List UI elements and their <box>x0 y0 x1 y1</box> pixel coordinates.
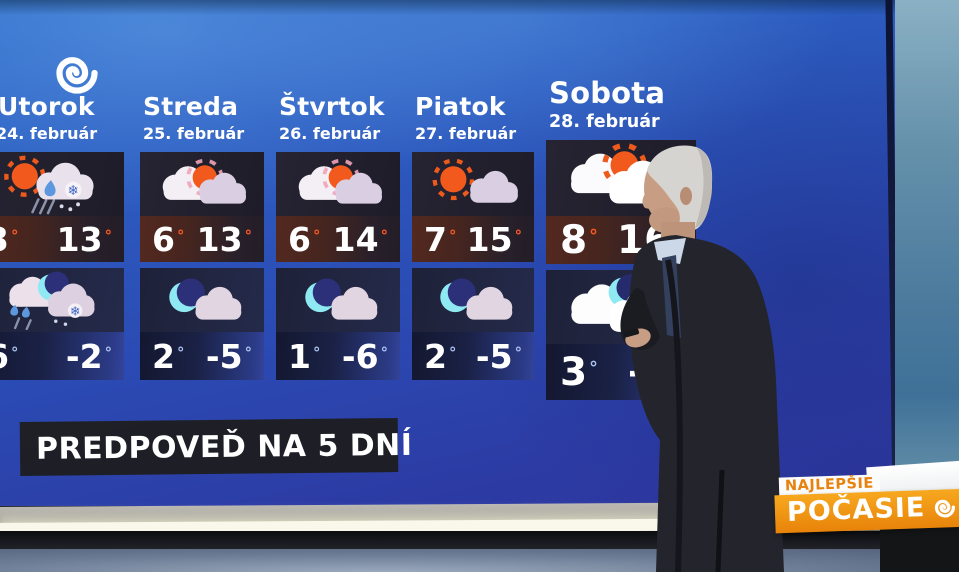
night-temperatures: 2 ° -5 ° <box>140 332 264 380</box>
forecast-column-utorok: Utorok 24. február <box>0 0 124 506</box>
day-temperatures: 3° 13° <box>0 216 124 262</box>
day-temp-high: 13 <box>196 219 243 259</box>
day-date: 25. február <box>143 124 245 143</box>
svg-text:❄: ❄ <box>68 183 79 199</box>
weather-presenter <box>620 145 784 572</box>
day-temperatures: 6 ° 13 ° <box>140 216 264 262</box>
floor-shadow <box>0 531 959 551</box>
moon-cloud-icon <box>412 268 534 332</box>
day-date: 26. február <box>279 124 381 143</box>
night-temp-evening: 6 <box>0 337 9 376</box>
day-temp-low: 6 <box>152 219 175 259</box>
day-name: Piatok <box>415 92 506 121</box>
day-temp-low: 8 <box>560 217 588 263</box>
studio-side-wall <box>895 0 959 506</box>
day-temp-low: 3 <box>0 220 9 259</box>
svg-text:❄: ❄ <box>70 303 81 318</box>
night-temp-evening: 3 <box>560 349 588 395</box>
logo-line2: POČASIE <box>786 492 926 528</box>
day-name: Sobota <box>549 76 666 110</box>
night-temp-evening: 2 <box>152 336 175 376</box>
night-temp-low: -2 <box>65 336 103 376</box>
night-temperatures: 1 ° -6 ° <box>276 332 400 380</box>
night-temp-evening: 1 <box>288 336 311 376</box>
moon-cloud-rain-snow-icon: ❄ <box>0 268 124 332</box>
studio-floor <box>0 549 959 572</box>
moon-cloud-icon <box>140 268 264 332</box>
forecast-column-stvrtok: Štvrtok 26. február 6 ° 14 ° <box>276 0 400 506</box>
logo-pocasie: POČASIE <box>774 488 959 534</box>
forecast-column-piatok: Piatok 27. február 7 ° 15 ° <box>412 0 534 506</box>
night-temperatures: 2 ° -5 ° <box>412 332 534 380</box>
night-temp-low: -5 <box>475 336 513 376</box>
sun-behind-clouds-icon <box>276 152 400 216</box>
day-temp-high: 14 <box>332 219 379 259</box>
sun-cloud-icon <box>412 152 534 216</box>
banner-text: PREDPOVEĎ NA 5 DNÍ <box>35 427 413 467</box>
night-temperatures: 6° -2° <box>0 332 124 380</box>
night-temp-evening: 2 <box>424 336 447 376</box>
spiral-icon <box>935 499 956 517</box>
day-name: Štvrtok <box>279 92 385 121</box>
day-temperatures: 6 ° 14 ° <box>276 216 400 262</box>
day-temp-low: 6 <box>288 219 311 259</box>
day-temp-high: 15 <box>466 219 513 259</box>
day-temp-high: 13 <box>56 219 103 259</box>
day-temp-low: 7 <box>424 219 447 259</box>
day-name: Utorok <box>0 92 95 121</box>
sun-behind-clouds-icon <box>140 152 264 216</box>
forecast-column-streda: Streda 25. február 6 ° 13 ° <box>140 0 264 506</box>
night-temp-low: -6 <box>341 336 379 376</box>
sun-cloud-rain-snow-icon: ❄ <box>0 152 124 216</box>
night-temp-low: -5 <box>205 336 243 376</box>
spiral-icon <box>56 57 98 94</box>
moon-cloud-icon <box>276 268 400 332</box>
day-temperatures: 7 ° 15 ° <box>412 216 534 262</box>
banner-predpoved: PREDPOVEĎ NA 5 DNÍ <box>19 418 413 476</box>
day-name: Streda <box>143 92 239 121</box>
day-date: 28. február <box>549 112 660 132</box>
day-date: 27. február <box>415 124 517 143</box>
day-date: 24. február <box>0 124 98 143</box>
